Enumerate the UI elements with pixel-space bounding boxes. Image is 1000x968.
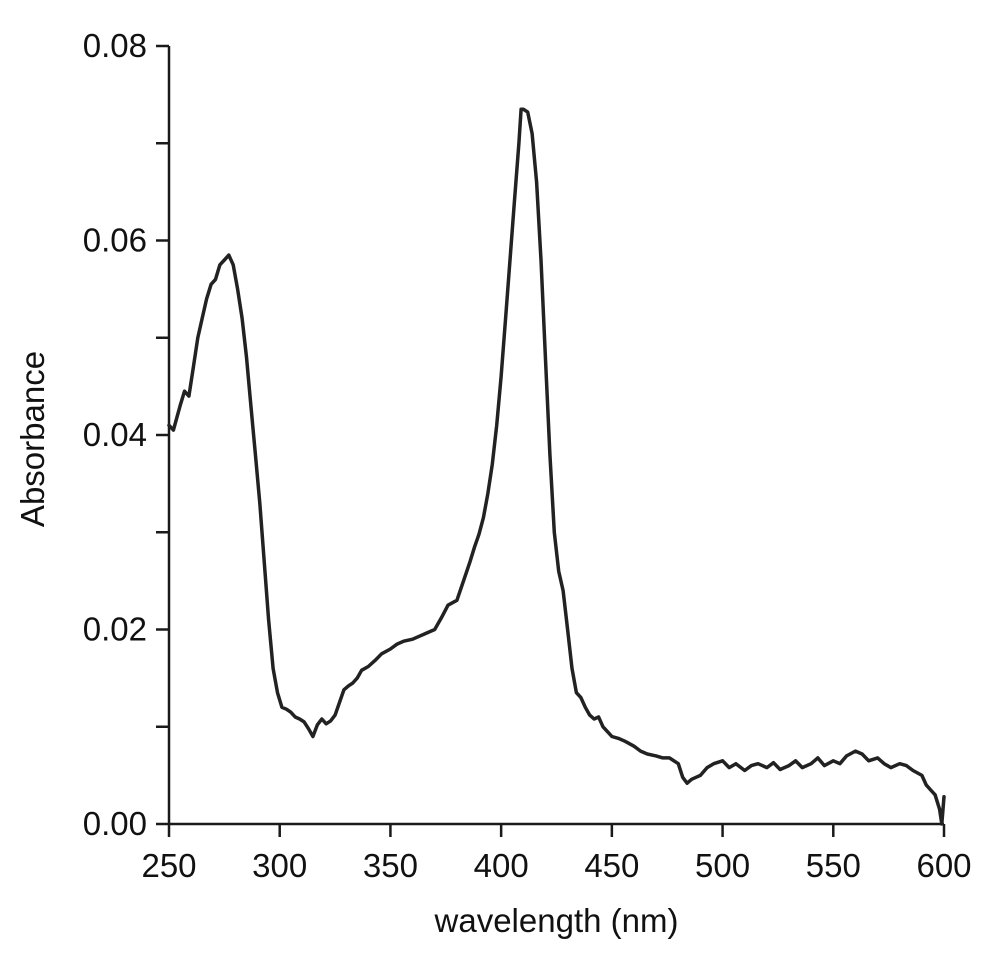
y-tick-label: 0.06 — [83, 222, 147, 259]
absorbance-spectrum-line — [167, 107, 946, 826]
x-tick-label: 600 — [916, 847, 971, 884]
x-tick-label: 250 — [141, 847, 196, 884]
x-ticks: 250 300 350 400 450 500 550 600 — [141, 824, 972, 884]
y-tick-label: 0.04 — [83, 416, 147, 453]
y-axis-title: Absorbance — [14, 351, 51, 527]
plot-area — [167, 107, 946, 826]
y-ticks: 0.00 0.02 0.04 0.06 0.08 — [83, 27, 169, 842]
y-tick-label: 0.00 — [83, 805, 147, 842]
x-tick-label: 400 — [474, 847, 529, 884]
y-tick-label: 0.02 — [83, 611, 147, 648]
x-tick-label: 450 — [584, 847, 639, 884]
x-tick-label: 350 — [363, 847, 418, 884]
x-tick-label: 550 — [806, 847, 861, 884]
y-tick-label: 0.08 — [83, 27, 147, 64]
x-tick-label: 300 — [252, 847, 307, 884]
x-tick-label: 500 — [695, 847, 750, 884]
x-axis-title: wavelength (nm) — [434, 902, 679, 939]
